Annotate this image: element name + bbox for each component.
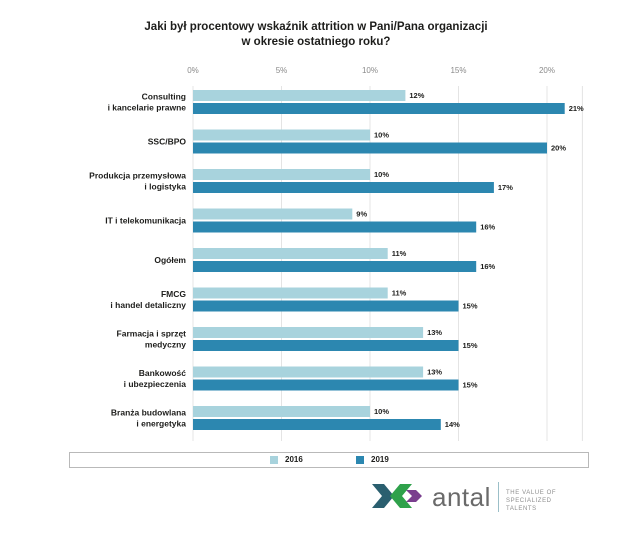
- data-label-2016-0: 12%: [409, 91, 424, 100]
- bar-2019-5: [193, 300, 459, 312]
- antal-logo-mark: [372, 484, 422, 508]
- bar-2019-4: [193, 261, 477, 272]
- data-label-2019-4: 16%: [480, 262, 495, 271]
- data-label-2019-7: 15%: [463, 381, 478, 390]
- bar-2016-8: [193, 406, 370, 417]
- bar-2016-0: [193, 90, 406, 101]
- data-label-2019-8: 14%: [445, 420, 460, 429]
- legend-item-2019: 2019: [356, 455, 389, 464]
- category-label-0-1: i kancelarie prawne: [108, 103, 187, 113]
- data-label-2016-6: 13%: [427, 328, 442, 337]
- data-label-2019-2: 17%: [498, 183, 513, 192]
- legend-swatch-2016: [270, 455, 278, 464]
- category-label-0-0: Consulting: [142, 92, 186, 102]
- legend-label-2016: 2016: [285, 455, 303, 464]
- legend-item-2016: 2016: [270, 455, 303, 464]
- bar-2019-8: [193, 419, 441, 430]
- bar-2016-6: [193, 327, 424, 338]
- legend: 2016 2019: [69, 452, 589, 468]
- antal-wordmark: antal: [432, 482, 491, 512]
- logo-tagline-line-2: SPECIALIZED TALENTS: [506, 498, 552, 512]
- antal-logo: antal THE VALUE OF SPECIALIZED TALENTS: [370, 478, 580, 518]
- data-label-2016-4: 11%: [392, 249, 407, 258]
- data-label-2016-3: 9%: [356, 210, 367, 219]
- category-label-5-0: FMCG: [161, 289, 186, 299]
- data-label-2019-6: 15%: [463, 341, 478, 350]
- category-label-8-1: i energetyka: [136, 419, 186, 429]
- data-label-2019-3: 16%: [480, 223, 495, 232]
- bar-2016-2: [193, 169, 370, 180]
- category-label-7-0: Bankowość: [139, 368, 187, 378]
- category-label-2-1: i logistyka: [144, 182, 186, 192]
- bar-2019-6: [193, 340, 459, 351]
- chart-title: Jaki był procentowy wskaźnik attrition w…: [0, 20, 632, 50]
- bar-2019-3: [193, 221, 477, 233]
- x-tick-label-15: 15%: [450, 66, 466, 75]
- logo-tagline-line-1: THE VALUE OF: [506, 490, 557, 496]
- data-label-2019-5: 15%: [463, 302, 478, 311]
- x-tick-label-0: 0%: [187, 66, 199, 75]
- data-label-2016-5: 11%: [392, 289, 407, 298]
- category-label-7-1: i ubezpieczenia: [124, 379, 187, 389]
- bar-2016-1: [193, 129, 370, 141]
- chart-title-line-1: Jaki był procentowy wskaźnik attrition w…: [144, 21, 488, 33]
- bar-2016-7: [193, 366, 424, 378]
- bar-2016-5: [193, 287, 388, 299]
- bar-2016-3: [193, 208, 353, 220]
- category-label-6-0: Farmacja i sprzęt: [117, 329, 187, 339]
- data-label-2016-7: 13%: [427, 368, 442, 377]
- logo-tagline: THE VALUE OF SPECIALIZED TALENTS: [506, 489, 580, 513]
- bar-2019-0: [193, 103, 565, 114]
- x-tick-label-5: 5%: [276, 66, 288, 75]
- bar-2016-4: [193, 248, 388, 259]
- data-label-2016-8: 10%: [374, 407, 389, 416]
- data-label-2016-2: 10%: [374, 170, 389, 179]
- category-label-1-0: SSC/BPO: [148, 137, 187, 147]
- data-label-2016-1: 10%: [374, 131, 389, 140]
- logo-divider: [498, 482, 499, 512]
- x-tick-label-20: 20%: [539, 66, 555, 75]
- data-label-2019-1: 20%: [551, 144, 566, 153]
- bar-2019-7: [193, 379, 459, 391]
- legend-swatch-2019: [356, 455, 364, 464]
- chart-title-line-2: w okresie ostatniego roku?: [241, 36, 391, 48]
- category-label-3-0: IT i telekomunikacja: [105, 216, 186, 226]
- category-label-4-0: Ogółem: [154, 255, 186, 265]
- data-label-2019-0: 21%: [569, 104, 584, 113]
- category-label-5-1: i handel detaliczny: [110, 300, 186, 310]
- category-label-8-0: Branża budowlana: [111, 408, 186, 418]
- bar-2019-1: [193, 142, 547, 154]
- x-tick-label-10: 10%: [362, 66, 378, 75]
- category-label-2-0: Produkcja przemysłowa: [89, 171, 186, 181]
- category-label-6-1: medyczny: [145, 340, 186, 350]
- bar-2019-2: [193, 182, 494, 193]
- legend-label-2019: 2019: [371, 455, 389, 464]
